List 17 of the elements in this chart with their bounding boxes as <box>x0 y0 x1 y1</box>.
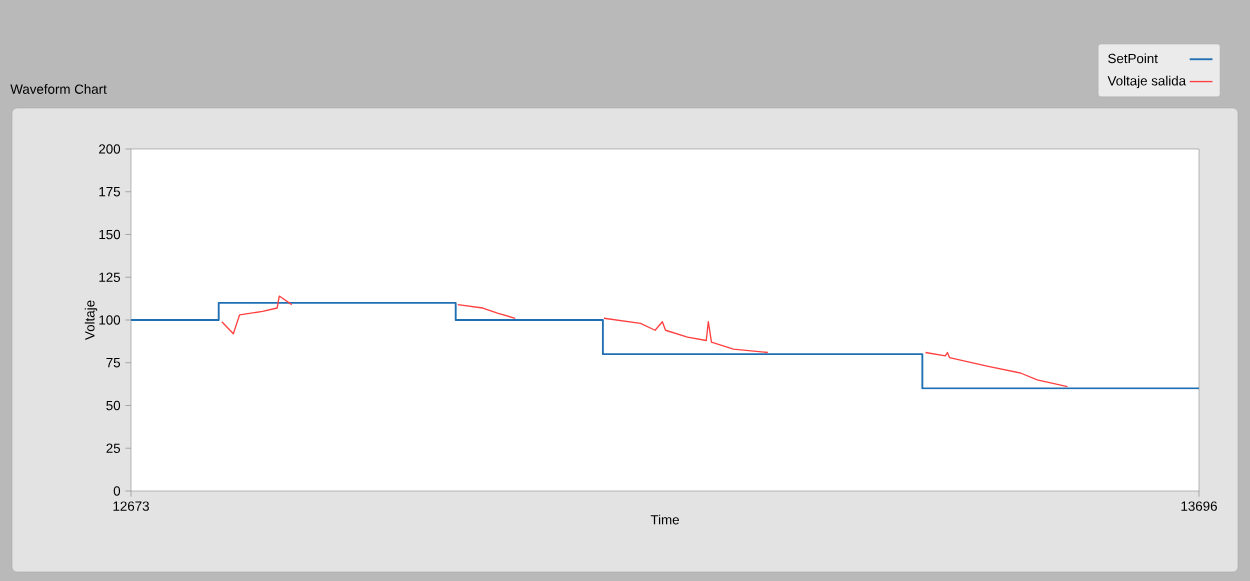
y-tick-label: 50 <box>106 400 121 411</box>
y-tick-label: 175 <box>99 187 121 197</box>
y-tick-label: 100 <box>99 315 121 325</box>
y-tick-label: 25 <box>106 443 121 453</box>
y-tick-label: 0 <box>113 486 121 496</box>
x-tick-label: 12673 <box>113 501 149 511</box>
y-tick-label: 150 <box>99 229 121 240</box>
x-axis-title: Time <box>650 514 679 525</box>
chart-title: Waveform Chart <box>10 84 107 94</box>
x-tick-label: 13696 <box>1181 501 1217 511</box>
y-tick-label: 75 <box>106 358 121 368</box>
y-axis-title: Voltaje <box>84 300 98 340</box>
legend-label: SetPoint <box>1108 53 1158 64</box>
y-tick-label: 200 <box>99 144 121 154</box>
y-tick-label: 125 <box>99 272 121 282</box>
legend-label: Voltaje salida <box>1107 75 1187 89</box>
line-series <box>131 301 1199 390</box>
